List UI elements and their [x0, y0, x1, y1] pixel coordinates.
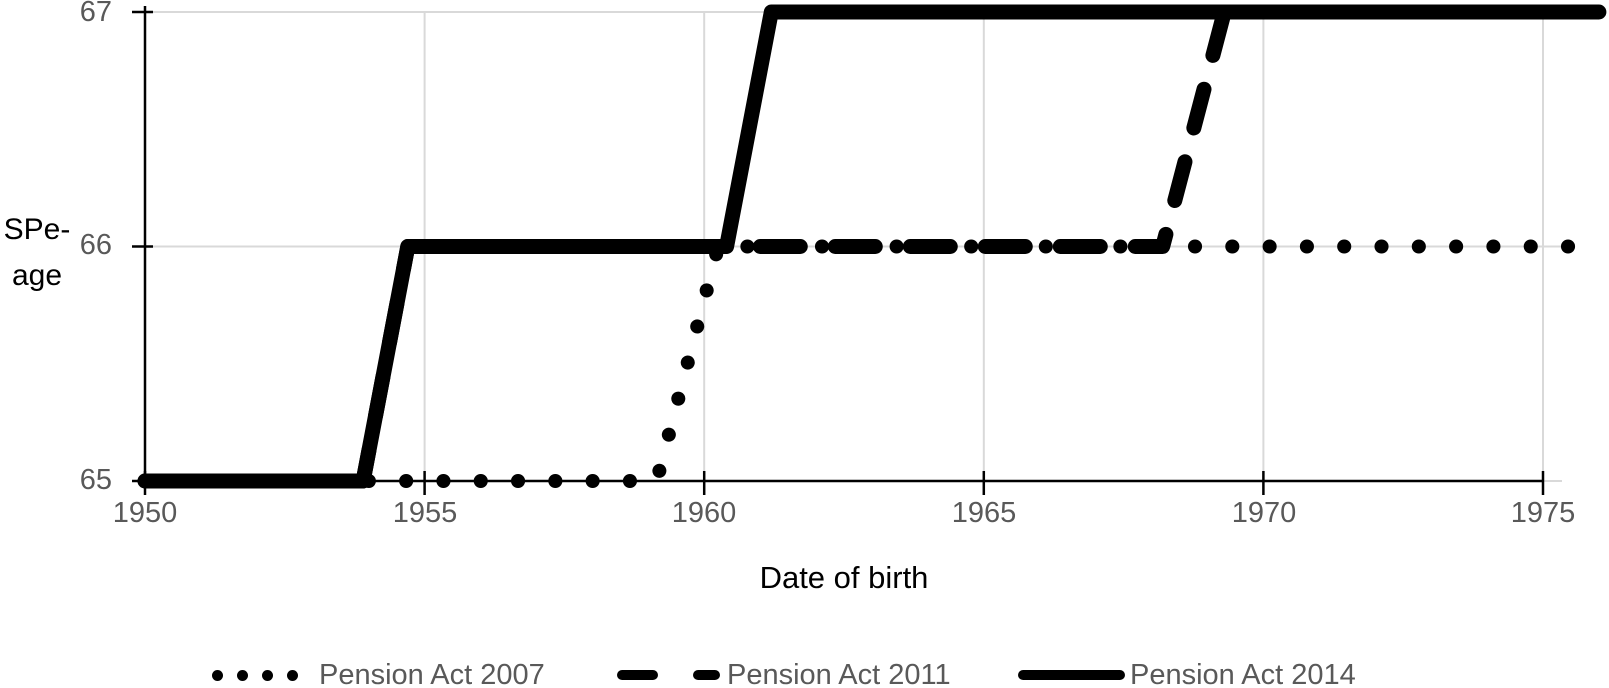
legend-dot-icon: [237, 669, 248, 681]
x-tick-label-1955: 1955: [392, 497, 458, 529]
x-tick-label-1960: 1960: [671, 497, 737, 529]
solid-line-sample-icon: [1018, 670, 1125, 680]
x-axis-title: Date of birth: [759, 560, 929, 595]
legend-dot-icon: [262, 669, 273, 681]
x-tick-label-1965: 1965: [951, 497, 1017, 529]
y-axis-title-line2: age: [11, 259, 63, 292]
dashed-line-sample-icon: [617, 670, 658, 680]
series-pension-act-2007: [138, 239, 1590, 488]
x-tick-label-1975: 1975: [1510, 497, 1576, 529]
legend-label-pension-act-2014: Pension Act 2014: [1130, 659, 1356, 688]
x-tick-label-1950: 1950: [112, 497, 178, 529]
legend-dot-icon: [212, 669, 223, 681]
legend-item-pension-act-2007: Pension Act 2007: [212, 658, 545, 688]
legend-item-pension-act-2014: Pension Act 2014: [1018, 658, 1356, 688]
dashed-line-sample-icon: [693, 670, 720, 680]
y-tick-label-66: 66: [79, 229, 112, 261]
y-tick-label-67: 67: [79, 0, 112, 28]
legend-label-pension-act-2011: Pension Act 2011: [727, 659, 951, 688]
x-tick-label-1970: 1970: [1231, 497, 1297, 529]
legend-label-pension-act-2007: Pension Act 2007: [319, 659, 545, 688]
y-axis-title-line1: SPe-: [3, 213, 71, 246]
y-axis-title: SPe- age: [0, 207, 74, 299]
dotted-line-sample-icon: [212, 669, 298, 681]
legend-item-pension-act-2011: Pension Act 2011: [617, 658, 951, 688]
legend-dot-icon: [287, 669, 298, 681]
y-tick-label-65: 65: [79, 464, 112, 496]
